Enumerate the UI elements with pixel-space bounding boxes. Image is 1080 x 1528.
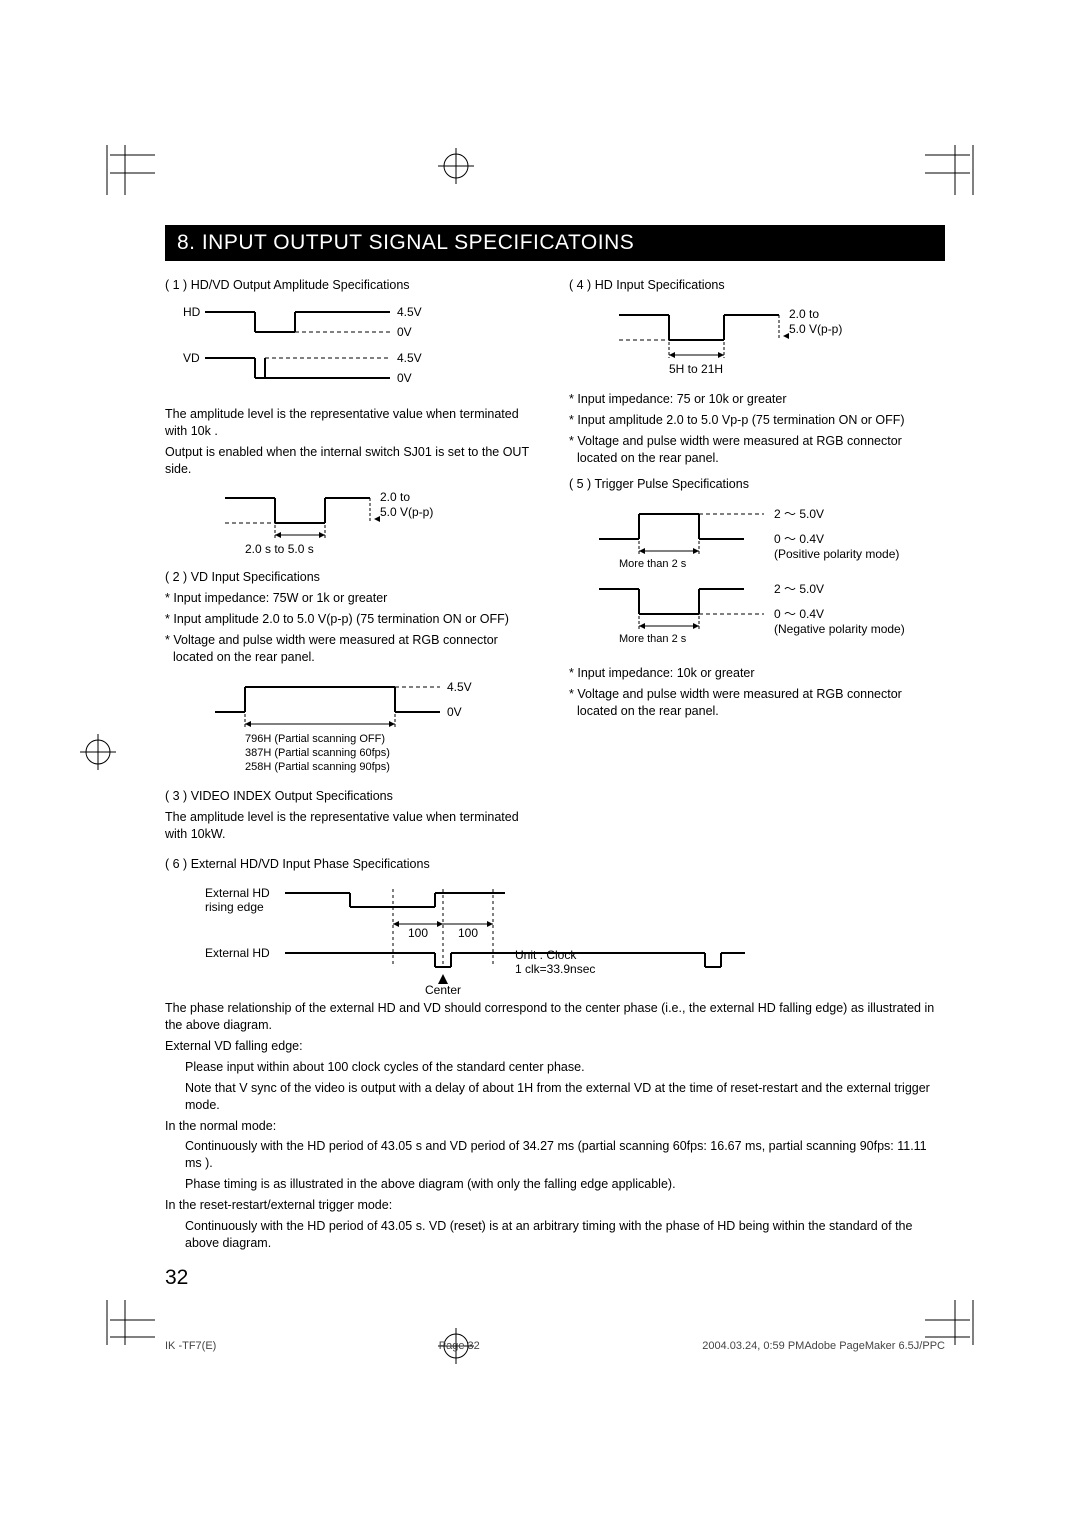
svg-text:External HD: External HD [205, 886, 270, 900]
sec3-title: ( 3 ) VIDEO INDEX Output Specifications [165, 788, 541, 805]
svg-text:1 clk=33.9nsec: 1 clk=33.9nsec [515, 962, 595, 976]
svg-text:796H (Partial scanning OFF): 796H (Partial scanning OFF) [245, 733, 385, 745]
svg-text:4.5V: 4.5V [397, 351, 422, 365]
sec5-b2: Voltage and pulse width were measured at… [577, 686, 945, 720]
svg-text:4.5V: 4.5V [397, 305, 422, 319]
svg-text:2.0 to: 2.0 to [380, 490, 410, 504]
sec2-b3: Voltage and pulse width were measured at… [173, 632, 541, 666]
footer-left: IK -TF7(E) [165, 1340, 216, 1352]
sec6-p3: In the normal mode: [165, 1118, 945, 1135]
svg-text:rising edge: rising edge [205, 900, 264, 914]
sec1-note2: Output is enabled when the internal swit… [165, 444, 541, 478]
sec5-b1: Input impedance: 10k or greater [577, 665, 945, 682]
sec6-p2a: Please input within about 100 clock cycl… [185, 1059, 945, 1076]
sec1-title: ( 1 ) HD/VD Output Amplitude Specificati… [165, 277, 541, 294]
svg-text:More than 2 s: More than 2 s [619, 558, 687, 570]
sec2-b1: Input impedance: 75W or 1k or greater [173, 590, 541, 607]
svg-text:Center: Center [425, 983, 461, 994]
sec1-pulse-diagram: 2.0 to 5.0 V(p-p) 2.0 s to 5.0 s [165, 483, 541, 563]
sec3-note: The amplitude level is the representativ… [165, 809, 541, 843]
sec6-p3b: Phase timing is as illustrated in the ab… [185, 1176, 945, 1193]
sec6-p4: In the reset-restart/external trigger mo… [165, 1197, 945, 1214]
svg-text:VD: VD [183, 351, 200, 365]
svg-text:0 ～ 0.4V: 0 ～ 0.4V [774, 607, 824, 621]
svg-text:2 ～ 5.0V: 2 ～ 5.0V [774, 507, 824, 521]
sec6-p2: External VD falling edge: [165, 1038, 945, 1055]
sec6-diagram: External HD rising edge 100 100 [165, 879, 945, 994]
sec1-note1: The amplitude level is the representativ… [165, 406, 541, 440]
sec6-p2b: Note that V sync of the video is output … [185, 1080, 945, 1114]
sec1-hd-vd-waveform: HD 4.5V 0V VD 4.5V [165, 300, 541, 400]
footer-center: Page 32 [439, 1340, 480, 1352]
page-number: 32 [165, 1266, 945, 1290]
section-header: 8. INPUT OUTPUT SIGNAL SPECIFICATOINS [165, 225, 945, 261]
footer-right: 2004.03.24, 0:59 PMAdobe PageMaker 6.5J/… [702, 1340, 945, 1352]
svg-text:2.0 to: 2.0 to [789, 307, 819, 321]
svg-text:100: 100 [458, 926, 478, 940]
sec4-b2: Input amplitude 2.0 to 5.0 Vp-p (75 term… [577, 412, 945, 429]
svg-text:More than 2 s: More than 2 s [619, 633, 687, 645]
sec2-title: ( 2 ) VD Input Specifications [165, 569, 541, 586]
svg-text:(Positive polarity mode): (Positive polarity mode) [774, 547, 899, 561]
sec4-diagram: 2.0 to 5.0 V(p-p) 5H to 21H [569, 300, 945, 385]
crop-marks-left [95, 145, 155, 1345]
sec6-title: ( 6 ) External HD/VD Input Phase Specifi… [165, 856, 945, 873]
hd-label: HD [183, 305, 201, 319]
left-column: ( 1 ) HD/VD Output Amplitude Specificati… [165, 271, 541, 846]
svg-text:0V: 0V [397, 325, 412, 339]
svg-text:4.5V: 4.5V [447, 680, 472, 694]
svg-text:258H (Partial scanning 90fps): 258H (Partial scanning 90fps) [245, 761, 390, 773]
svg-text:0V: 0V [447, 705, 462, 719]
sec4-b3: Voltage and pulse width were measured at… [577, 433, 945, 467]
svg-text:2.0 s to 5.0 s: 2.0 s to 5.0 s [245, 542, 314, 556]
sec6-p4a: Continuously with the HD period of 43.05… [185, 1218, 945, 1252]
svg-text:100: 100 [408, 926, 428, 940]
sec4-title: ( 4 ) HD Input Specifications [569, 277, 945, 294]
svg-text:0V: 0V [397, 371, 412, 385]
sec5-diagram: 2 ～ 5.0V 0 ～ 0.4V (Positive polarity mod… [569, 499, 945, 659]
svg-text:2 ～ 5.0V: 2 ～ 5.0V [774, 582, 824, 596]
svg-text:5.0 V(p-p): 5.0 V(p-p) [380, 505, 433, 519]
page-footer: IK -TF7(E) Page 32 2004.03.24, 0:59 PMAd… [165, 1340, 945, 1352]
registration-mark-top [438, 148, 474, 184]
svg-text:0 ～ 0.4V: 0 ～ 0.4V [774, 532, 824, 546]
sec6-p1: The phase relationship of the external H… [165, 1000, 945, 1034]
svg-text:5H to 21H: 5H to 21H [669, 362, 723, 376]
sec6: ( 6 ) External HD/VD Input Phase Specifi… [165, 856, 945, 1251]
right-column: ( 4 ) HD Input Specifications 2.0 to 5.0… [569, 271, 945, 846]
page-content: 8. INPUT OUTPUT SIGNAL SPECIFICATOINS ( … [165, 225, 945, 1290]
sec4-b1: Input impedance: 75 or 10k or greater [577, 391, 945, 408]
svg-text:(Negative polarity mode): (Negative polarity mode) [774, 622, 905, 636]
svg-text:5.0 V(p-p): 5.0 V(p-p) [789, 322, 842, 336]
svg-text:Unit : Clock: Unit : Clock [515, 948, 577, 962]
sec5-title: ( 5 ) Trigger Pulse Specifications [569, 476, 945, 493]
sec2-diagram: 4.5V 0V 796H (Partial scanning OFF) 387H… [165, 672, 541, 782]
sec2-b2: Input amplitude 2.0 to 5.0 V(p-p) (75 te… [173, 611, 541, 628]
svg-text:387H (Partial scanning 60fps): 387H (Partial scanning 60fps) [245, 747, 390, 759]
svg-text:External HD: External HD [205, 946, 270, 960]
sec6-p3a: Continuously with the HD period of 43.05… [185, 1138, 945, 1172]
